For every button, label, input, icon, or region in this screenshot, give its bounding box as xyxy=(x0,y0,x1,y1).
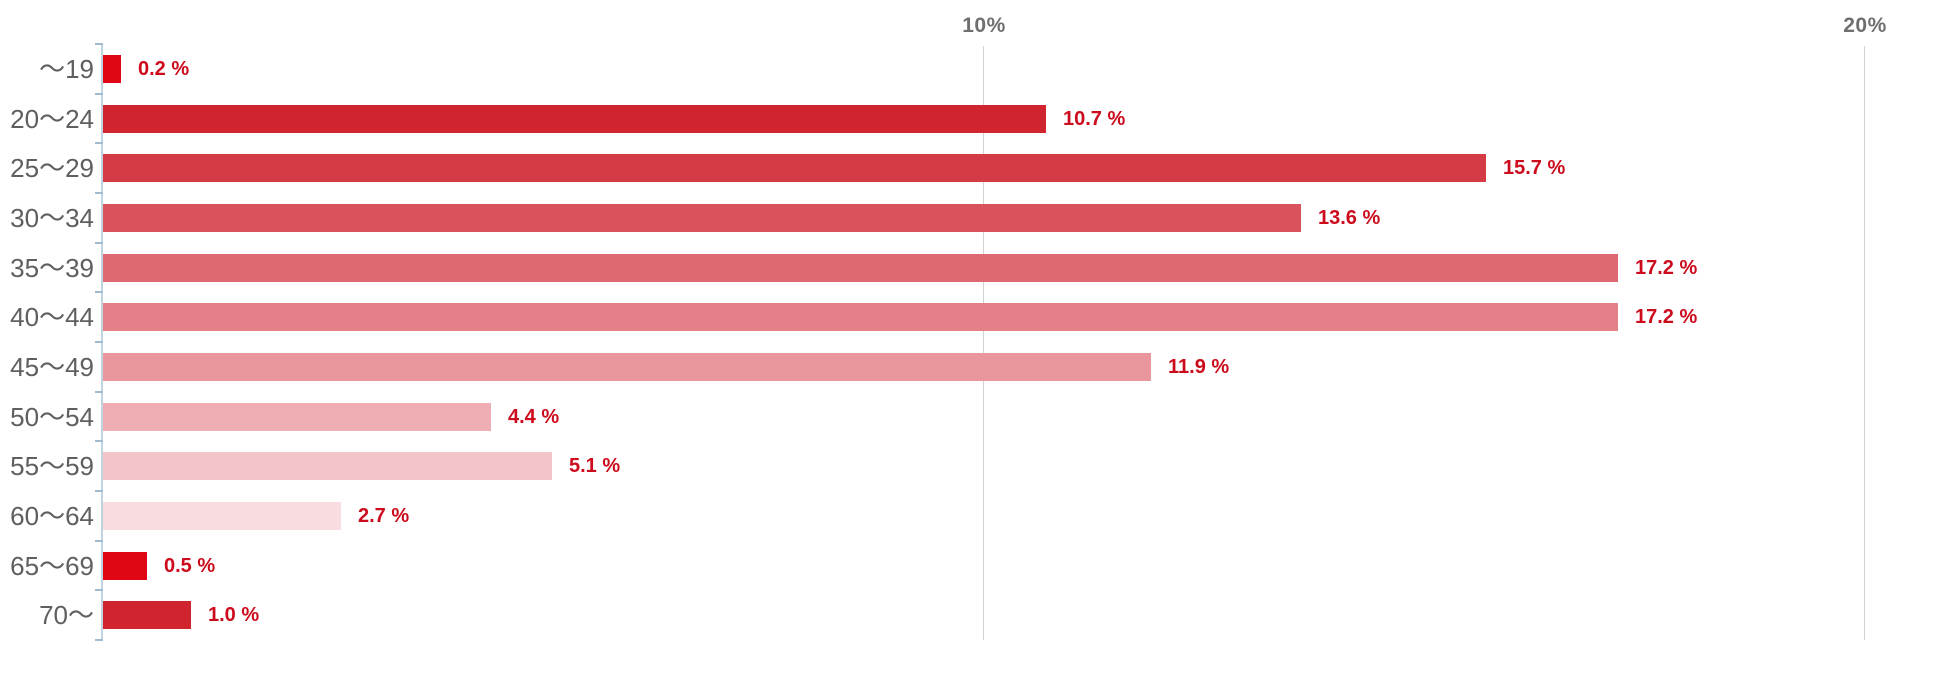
y-axis-tick xyxy=(95,390,103,393)
value-label: 15.7 % xyxy=(1503,157,1566,180)
value-label: 17.2 % xyxy=(1635,256,1698,279)
x-axis-tick-label: 10% xyxy=(962,14,1006,37)
bar xyxy=(103,402,491,431)
bar xyxy=(103,601,191,630)
bar xyxy=(103,501,341,530)
y-axis-tick xyxy=(95,291,103,294)
bar xyxy=(103,154,1486,183)
category-label: 30〜34 xyxy=(10,202,94,233)
bar xyxy=(103,54,121,83)
bar xyxy=(103,203,1301,232)
y-axis-tick xyxy=(95,142,103,145)
y-axis-tick xyxy=(95,589,103,592)
value-label: 2.7 % xyxy=(358,504,410,527)
category-label: 45〜49 xyxy=(10,351,94,382)
x-axis-tick-label: 20% xyxy=(1843,14,1887,37)
y-axis-tick xyxy=(95,440,103,443)
category-label: 65〜69 xyxy=(10,550,94,581)
value-label: 10.7 % xyxy=(1063,107,1126,130)
y-axis-tick xyxy=(95,341,103,344)
value-label: 5.1 % xyxy=(569,455,621,478)
value-label: 0.2 % xyxy=(138,57,190,80)
bar xyxy=(103,253,1618,282)
bar xyxy=(103,452,552,481)
category-label: 55〜59 xyxy=(10,451,94,482)
category-label: 70〜 xyxy=(39,600,94,631)
value-label: 13.6 % xyxy=(1318,206,1381,229)
bar xyxy=(103,303,1618,332)
category-label: 20〜24 xyxy=(10,103,94,134)
category-label: 50〜54 xyxy=(10,401,94,432)
category-label: 40〜44 xyxy=(10,302,94,333)
y-axis-tick xyxy=(95,92,103,95)
value-label: 4.4 % xyxy=(508,405,560,428)
bar xyxy=(103,352,1151,381)
bar xyxy=(103,551,147,580)
y-axis-tick xyxy=(95,539,103,542)
value-label: 17.2 % xyxy=(1635,306,1698,329)
category-label: 35〜39 xyxy=(10,252,94,283)
value-label: 0.5 % xyxy=(164,554,216,577)
y-axis-tick xyxy=(95,192,103,194)
value-label: 1.0 % xyxy=(208,604,260,627)
category-label: 25〜29 xyxy=(10,153,94,184)
category-label: 60〜64 xyxy=(10,500,94,531)
bar xyxy=(103,104,1046,133)
y-axis-tick xyxy=(95,43,103,45)
x-gridline-10 xyxy=(983,46,984,640)
value-label: 11.9 % xyxy=(1168,355,1230,378)
x-gridline-20 xyxy=(1864,46,1865,640)
y-axis-tick xyxy=(95,639,103,642)
category-label: 〜19 xyxy=(39,53,94,84)
y-axis-tick xyxy=(95,490,103,493)
y-axis-tick xyxy=(95,241,103,244)
